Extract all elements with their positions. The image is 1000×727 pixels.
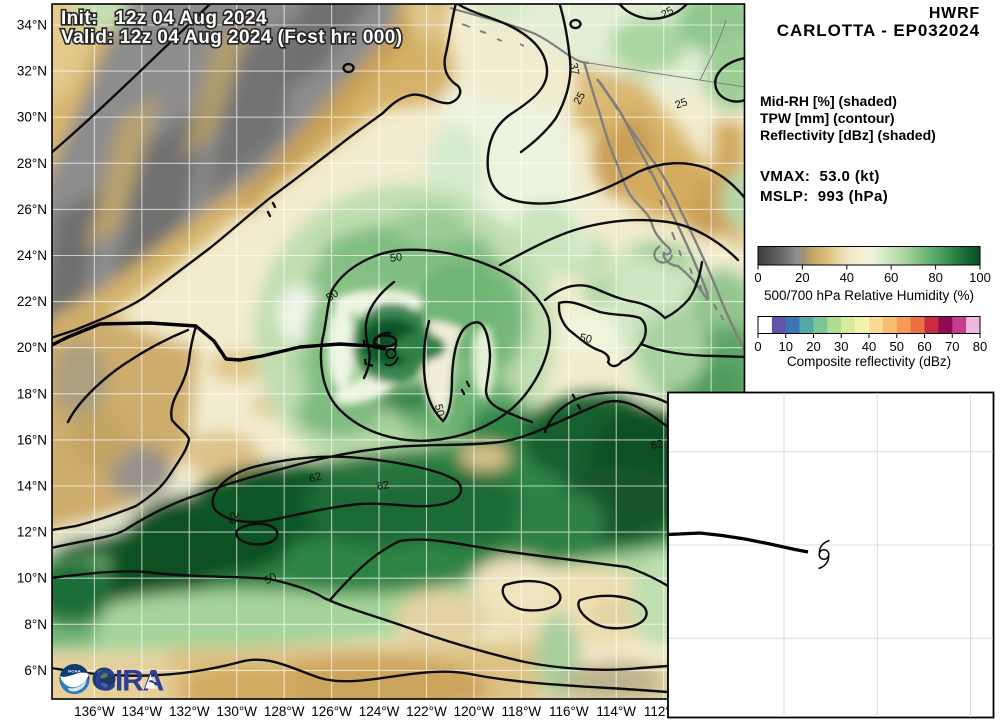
svg-text:50: 50 xyxy=(262,571,279,588)
svg-text:TPW [mm] (contour): TPW [mm] (contour) xyxy=(760,110,895,126)
svg-text:MSLP: 993 (hPa): MSLP: 993 (hPa) xyxy=(760,188,888,205)
svg-text:6°N: 6°N xyxy=(24,663,47,678)
svg-text:114°W: 114°W xyxy=(596,704,636,719)
svg-text:62: 62 xyxy=(308,471,323,486)
svg-text:136°W: 136°W xyxy=(74,704,115,719)
svg-text:14°N: 14°N xyxy=(17,479,47,494)
svg-text:25: 25 xyxy=(659,5,676,22)
svg-text:60: 60 xyxy=(884,270,898,285)
svg-text:62: 62 xyxy=(376,479,390,493)
svg-text:12°N: 12°N xyxy=(17,525,47,540)
svg-text:0: 0 xyxy=(754,270,761,285)
svg-text:50: 50 xyxy=(432,403,446,417)
svg-text:28°N: 28°N xyxy=(17,156,47,171)
svg-text:CARLOTTA - EP032024: CARLOTTA - EP032024 xyxy=(777,21,980,40)
svg-text:25: 25 xyxy=(674,96,690,111)
svg-text:134°W: 134°W xyxy=(122,704,163,719)
svg-text:22°N: 22°N xyxy=(17,294,47,309)
svg-text:50: 50 xyxy=(389,251,403,265)
svg-text:50: 50 xyxy=(890,339,904,354)
svg-text:24°N: 24°N xyxy=(17,248,47,263)
svg-text:122°W: 122°W xyxy=(406,704,447,719)
svg-text:118°W: 118°W xyxy=(502,704,542,719)
svg-text:124°W: 124°W xyxy=(359,704,400,719)
svg-text:120°W: 120°W xyxy=(454,704,495,719)
svg-text:Valid: 12z 04 Aug 2024 (Fcst h: Valid: 12z 04 Aug 2024 (Fcst hr: 000) xyxy=(61,27,402,48)
svg-text:34°N: 34°N xyxy=(17,18,47,33)
svg-text:Init: 12z 04 Aug 2024: Init: 12z 04 Aug 2024 xyxy=(61,8,267,29)
svg-text:40: 40 xyxy=(862,339,876,354)
svg-text:130°W: 130°W xyxy=(216,704,257,719)
svg-text:50: 50 xyxy=(579,332,593,346)
svg-text:18°N: 18°N xyxy=(17,386,47,401)
svg-text:Mid-RH [%] (shaded): Mid-RH [%] (shaded) xyxy=(760,93,897,109)
svg-text:60: 60 xyxy=(917,339,931,354)
svg-text:132°W: 132°W xyxy=(169,704,210,719)
svg-text:62: 62 xyxy=(227,511,242,526)
svg-text:CIRA: CIRA xyxy=(95,665,164,698)
svg-text:70: 70 xyxy=(945,339,959,354)
svg-text:Composite reflectivity (dBz): Composite reflectivity (dBz) xyxy=(787,354,951,369)
svg-text:50: 50 xyxy=(324,287,341,304)
svg-text:30: 30 xyxy=(834,339,848,354)
svg-text:VMAX: 53.0 (kt): VMAX: 53.0 (kt) xyxy=(760,168,880,185)
svg-text:0: 0 xyxy=(754,339,761,354)
svg-text:20: 20 xyxy=(806,339,820,354)
svg-text:62: 62 xyxy=(650,438,664,452)
svg-text:20: 20 xyxy=(795,270,809,285)
svg-text:8°N: 8°N xyxy=(24,617,47,632)
svg-text:100: 100 xyxy=(969,270,991,285)
svg-text:26°N: 26°N xyxy=(17,202,47,217)
svg-text:500/700 hPa Relative Humidity: 500/700 hPa Relative Humidity (%) xyxy=(764,288,974,303)
svg-text:16°N: 16°N xyxy=(17,432,47,447)
svg-text:116°W: 116°W xyxy=(549,704,589,719)
svg-text:128°W: 128°W xyxy=(264,704,305,719)
svg-text:Reflectivity [dBz] (shaded): Reflectivity [dBz] (shaded) xyxy=(760,127,936,143)
svg-text:40: 40 xyxy=(840,270,854,285)
svg-text:80: 80 xyxy=(928,270,942,285)
svg-text:30°N: 30°N xyxy=(17,110,47,125)
svg-text:37: 37 xyxy=(567,62,581,76)
svg-text:10: 10 xyxy=(779,339,793,354)
svg-text:20°N: 20°N xyxy=(17,340,47,355)
svg-text:80: 80 xyxy=(973,339,987,354)
svg-text:10°N: 10°N xyxy=(17,571,47,586)
svg-text:32°N: 32°N xyxy=(17,64,47,79)
svg-text:NOAA: NOAA xyxy=(68,669,81,674)
svg-text:126°W: 126°W xyxy=(311,704,352,719)
svg-text:25: 25 xyxy=(572,90,589,107)
svg-text:HWRF: HWRF xyxy=(929,5,980,22)
